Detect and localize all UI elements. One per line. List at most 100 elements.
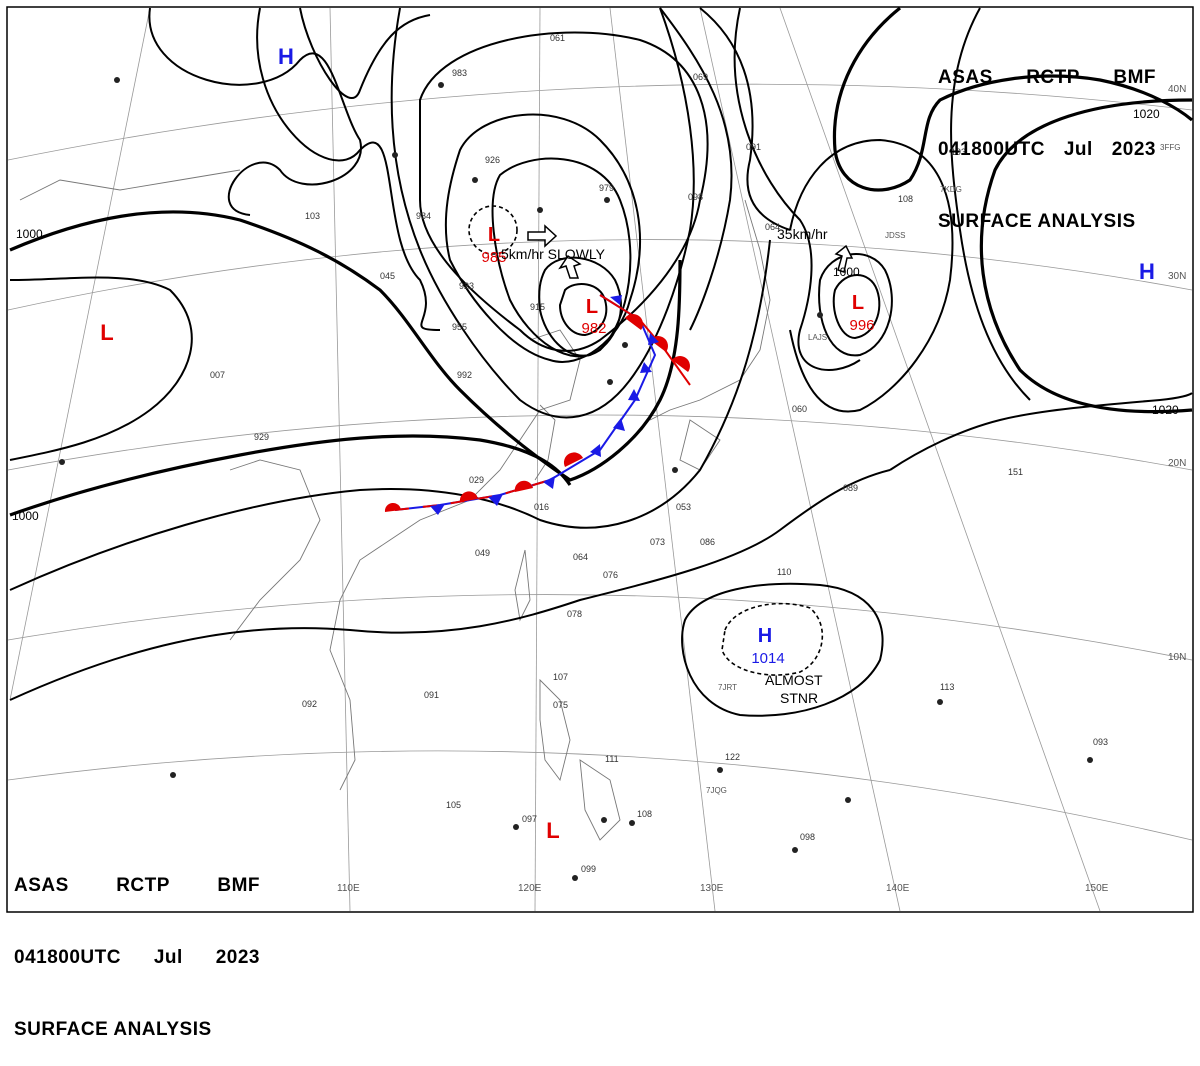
station-obs: 089 <box>843 483 858 493</box>
agency-code: ASAS <box>938 67 993 88</box>
arrow-northwest-icon <box>558 254 582 279</box>
isobar-values: 1000 1000 1000 1020 1020 <box>12 107 1179 523</box>
longitude-label: 150E <box>1085 883 1109 894</box>
map-labels: H L 985 L 982 L 996 L H 1014 H L 1000 10… <box>12 33 1186 894</box>
station-obs: 097 <box>522 814 537 824</box>
station-id: 7JQG <box>706 786 727 795</box>
longitude-label: 140E <box>886 883 910 894</box>
station-obs: 064 <box>573 552 588 562</box>
station-obs: 193 <box>951 147 966 157</box>
latitude-grid <box>7 83 1193 841</box>
motion-text: ALMOST <box>765 672 823 688</box>
coastlines <box>19 169 771 841</box>
valid-time: 041800UTC <box>938 139 1045 160</box>
station-obs: 979 <box>599 183 614 193</box>
valid-time: 041800UTC <box>14 947 121 968</box>
isobar-value: 1020 <box>1133 107 1160 121</box>
motion-text: 35km/hr <box>777 226 828 242</box>
isobar-value: 1000 <box>833 265 860 279</box>
longitude-grid <box>9 7 1101 912</box>
motion-text: 5km/hr SLOWLY <box>501 246 606 262</box>
station-obs: 105 <box>446 800 461 810</box>
valid-year: 2023 <box>215 947 260 968</box>
agency-row: ASAS RCTP BMF <box>938 66 1156 90</box>
low-center-pressure: 985 <box>481 249 506 266</box>
low-center-label: L <box>852 292 864 314</box>
latitude-label: 20N <box>1168 458 1186 469</box>
station-obs: 078 <box>567 609 582 619</box>
station-obs: 103 <box>305 211 320 221</box>
station-obs: 075 <box>553 700 568 710</box>
station-obs: 915 <box>530 302 545 312</box>
agency-code: BMF <box>217 875 260 896</box>
map-title: SURFACE ANALYSIS <box>14 1019 212 1040</box>
agency-code: BMF <box>1113 67 1156 88</box>
arrow-east-icon <box>527 224 558 248</box>
isobar-value: 1000 <box>12 509 39 523</box>
low-center-label: L <box>546 818 559 843</box>
agency-row: ASAS RCTP BMF <box>14 874 260 898</box>
motion-labels: 5km/hr SLOWLY 35km/hr ALMOST STNR <box>501 226 828 706</box>
pressure-centers: H L 985 L 982 L 996 L H 1014 H L <box>100 44 1155 843</box>
station-obs: 108 <box>898 194 913 204</box>
station-id: JDSS <box>885 231 905 240</box>
isobar-value: 1020 <box>1152 403 1179 417</box>
station-obs: 110 <box>777 567 791 577</box>
station-obs: 955 <box>452 322 467 332</box>
station-obs: 091 <box>746 142 761 152</box>
station-observations: 979 923 955 992 915 045 103 007 929 029 … <box>210 33 1108 874</box>
low-center-label: L <box>488 224 500 246</box>
low-center-label: L <box>100 320 113 345</box>
station-obs: 045 <box>380 271 395 281</box>
station-obs: 086 <box>700 537 715 547</box>
motion-arrows <box>527 224 854 279</box>
station-obs: 029 <box>469 475 484 485</box>
map-header-top-right: ASAS RCTP BMF 041800UTC Jul 2023 SURFACE… <box>938 18 1156 258</box>
station-obs: 108 <box>637 809 652 819</box>
high-center-label: H <box>1139 259 1155 284</box>
station-obs: 049 <box>475 548 490 558</box>
station-obs: 098 <box>688 192 703 202</box>
station-obs: 111 <box>605 754 619 764</box>
agency-code: RCTP <box>116 875 170 896</box>
high-center-pressure: 1014 <box>751 650 784 667</box>
station-markers <box>59 77 1093 881</box>
fronts <box>384 294 691 515</box>
low-center-label: L <box>586 296 598 318</box>
station-obs: 113 <box>940 682 954 692</box>
latitude-label: 40N <box>1168 84 1186 95</box>
station-obs: 069 <box>693 72 708 82</box>
station-obs: 076 <box>603 570 618 580</box>
station-obs: 926 <box>485 155 500 165</box>
station-id: 3FFG <box>1160 143 1180 152</box>
station-obs: 929 <box>254 432 269 442</box>
station-id: LAJS <box>808 333 827 342</box>
station-obs: 061 <box>550 33 565 43</box>
station-obs: 016 <box>534 502 549 512</box>
station-obs: 151 <box>1008 467 1023 477</box>
high-center-label: H <box>758 625 772 647</box>
station-id: 7JRT <box>718 683 737 692</box>
latitude-label: 10N <box>1168 652 1186 663</box>
high-center-label: H <box>278 44 294 69</box>
station-obs: 091 <box>424 690 439 700</box>
isobar-value: 1000 <box>16 227 43 241</box>
time-row: 041800UTC Jul 2023 <box>938 138 1156 162</box>
low-center-pressure: 982 <box>581 320 606 337</box>
station-id: 7KDG <box>940 185 962 194</box>
station-obs: 093 <box>1093 737 1108 747</box>
motion-text: STNR <box>780 690 818 706</box>
station-obs: 099 <box>581 864 596 874</box>
longitude-label: 120E <box>518 883 542 894</box>
station-obs: 984 <box>416 211 431 221</box>
station-ids: LAJS JDSS 7KDG 3FFG 7JRT 7JQG <box>706 143 1180 795</box>
station-obs: 098 <box>800 832 815 842</box>
station-obs: 992 <box>457 370 472 380</box>
station-obs: 053 <box>676 502 691 512</box>
station-obs: 060 <box>792 404 807 414</box>
station-obs: 007 <box>210 370 225 380</box>
low-center-pressure: 996 <box>849 317 874 334</box>
arrow-north-icon <box>834 244 854 273</box>
station-obs: 073 <box>650 537 665 547</box>
latitude-label: 30N <box>1168 271 1186 282</box>
